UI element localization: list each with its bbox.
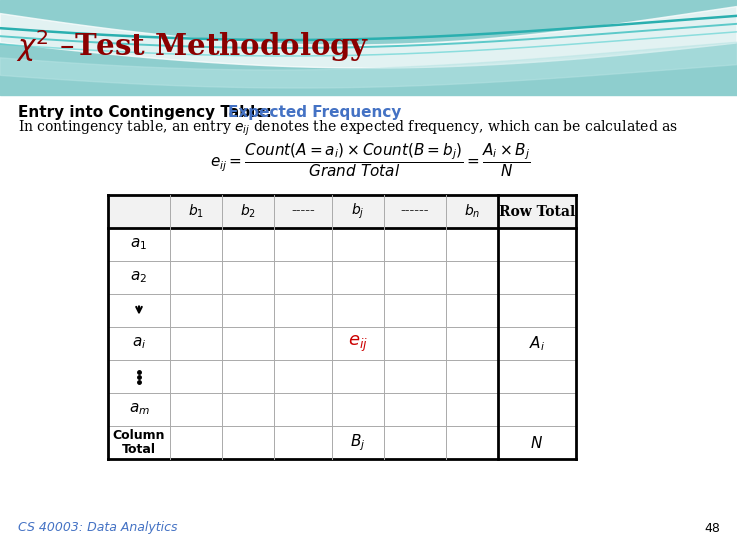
Text: $b_1$: $b_1$ (188, 203, 204, 220)
Text: Expected Frequency: Expected Frequency (228, 105, 402, 119)
Text: $a_2$: $a_2$ (130, 269, 147, 285)
Text: Row Total: Row Total (499, 205, 575, 219)
Text: $b_n$: $b_n$ (464, 203, 481, 220)
Bar (108, 195, 576, 228)
Text: In contingency table, an entry $e_{ij}$ denotes the expected frequency, which ca: In contingency table, an entry $e_{ij}$ … (18, 118, 678, 138)
Text: Column: Column (113, 429, 165, 442)
Text: Total: Total (122, 443, 156, 456)
Text: $B_j$: $B_j$ (350, 432, 366, 453)
Text: $a_1$: $a_1$ (130, 237, 147, 252)
Text: $A_i$: $A_i$ (529, 334, 545, 353)
Text: $b_2$: $b_2$ (240, 203, 256, 220)
Text: -----: ----- (291, 205, 315, 219)
Text: Entry into Contingency Table:: Entry into Contingency Table: (18, 105, 277, 119)
Bar (0, 0, 737, 95)
Text: $N$: $N$ (531, 435, 543, 450)
Text: 48: 48 (704, 522, 720, 535)
Text: $a_i$: $a_i$ (132, 336, 146, 352)
Text: $\chi^2$ –Test Methodology: $\chi^2$ –Test Methodology (16, 28, 369, 64)
Text: CS 40003: Data Analytics: CS 40003: Data Analytics (18, 522, 178, 535)
Text: $e_{ij} = \dfrac{Count(A = a_i) \times Count(B = b_j)}{Grand\ Total} = \dfrac{A_: $e_{ij} = \dfrac{Count(A = a_i) \times C… (209, 141, 531, 179)
Polygon shape (0, 6, 737, 68)
Text: $a_m$: $a_m$ (128, 402, 150, 417)
Polygon shape (0, 42, 737, 88)
Text: $b_j$: $b_j$ (352, 202, 365, 221)
Text: ------: ------ (401, 205, 429, 219)
Text: $e_{ij}$: $e_{ij}$ (348, 333, 368, 354)
